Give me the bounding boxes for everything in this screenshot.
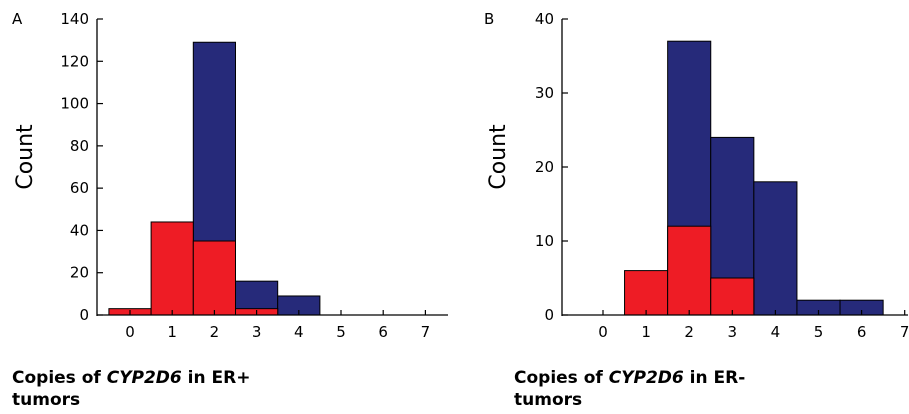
xtick-label: 1 [167, 323, 177, 341]
panel-label-b: B [484, 10, 494, 28]
y-axis-label-a: Count [13, 124, 38, 190]
bar-red-1 [624, 270, 669, 316]
ytick-label: 140 [60, 10, 89, 28]
xtick-label: 5 [814, 323, 824, 341]
xtick-label: 0 [125, 323, 135, 341]
bar-red-1 [150, 221, 194, 316]
bar-blue-4 [753, 181, 798, 316]
y-axis-label-b: Count [486, 124, 511, 190]
ytick-label: 0 [79, 306, 89, 324]
ytick-label: 20 [70, 264, 89, 282]
xtick-label: 4 [294, 323, 304, 341]
xtick-label: 2 [684, 323, 694, 341]
ytick-label: 40 [70, 221, 89, 239]
xtick-label: 3 [728, 323, 738, 341]
chart-a: 0 20 40 60 80 100 120 140 0 1 2 3 4 5 6 7 Count A [12, 10, 448, 341]
ytick-label: 30 [535, 84, 554, 102]
ytick-label: 20 [535, 158, 554, 176]
panel-label-a: A [12, 10, 23, 28]
ytick-label: 100 [60, 95, 89, 113]
ytick-label: 0 [544, 306, 554, 324]
bar-red-2 [667, 225, 712, 316]
xtick-label: 3 [252, 323, 262, 341]
ytick-label: 120 [60, 52, 89, 70]
xtick-label: 6 [857, 323, 867, 341]
bar-red-3 [710, 277, 755, 316]
chart-b: 0 10 20 30 40 0 1 2 3 4 5 6 7 Count B [484, 10, 909, 341]
caption-b: Copies of CYP2D6 in ER- tumors [514, 368, 746, 410]
xtick-label: 7 [421, 323, 431, 341]
xtick-label: 2 [210, 323, 220, 341]
ytick-label: 80 [70, 137, 89, 155]
ytick-label: 60 [70, 179, 89, 197]
xtick-label: 0 [598, 323, 608, 341]
ytick-label: 10 [535, 232, 554, 250]
ytick-label: 40 [535, 10, 554, 28]
caption-a: Copies of CYP2D6 in ER+ tumors [12, 368, 251, 410]
xtick-label: 7 [900, 323, 909, 341]
xtick-label: 6 [378, 323, 388, 341]
bar-red-2 [192, 240, 237, 316]
xtick-label: 5 [336, 323, 346, 341]
xtick-label: 1 [641, 323, 651, 341]
xtick-label: 4 [771, 323, 781, 341]
